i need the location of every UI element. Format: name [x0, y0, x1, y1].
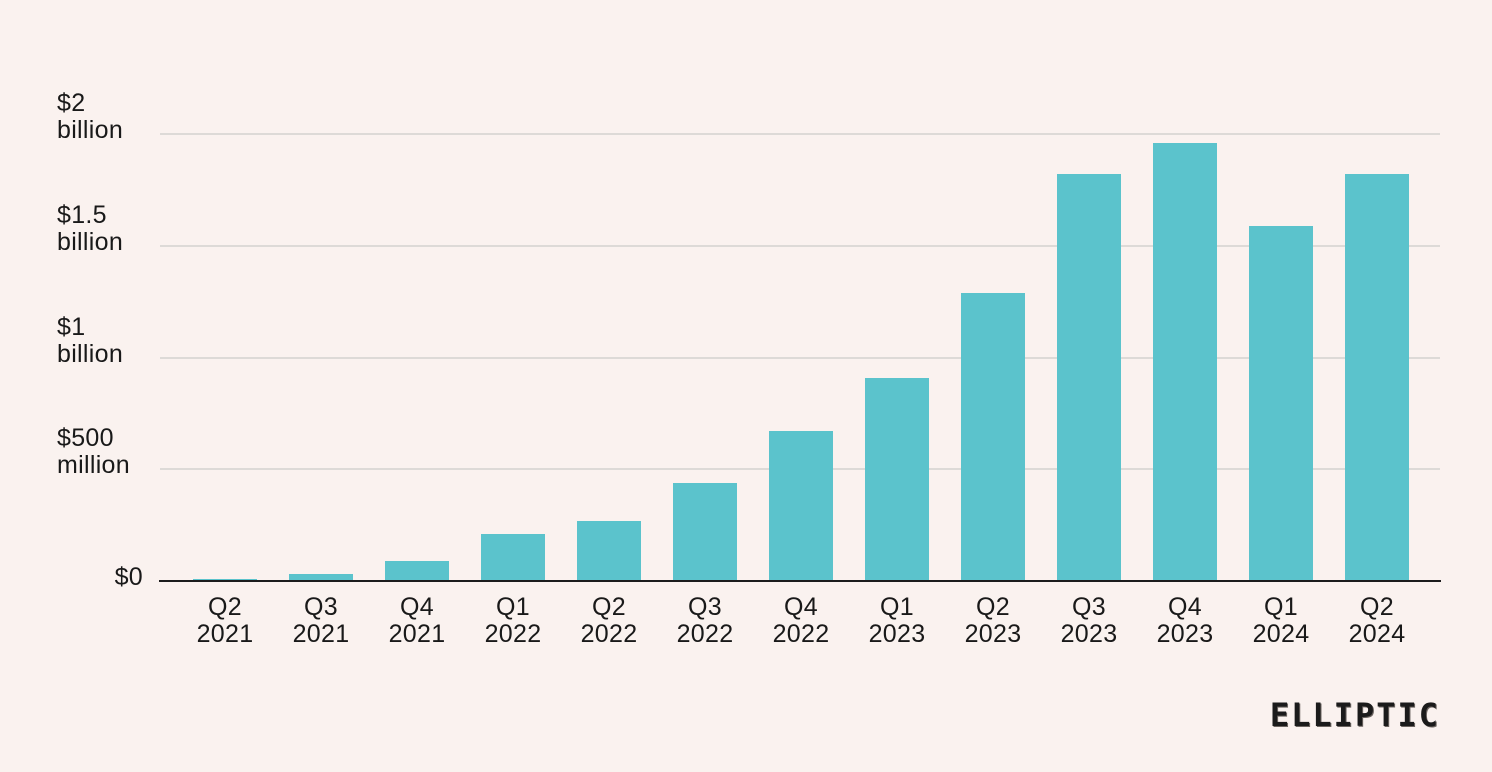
bar-q3-2023 [1057, 174, 1121, 581]
x-tick-label: Q4 2023 [1156, 593, 1214, 648]
gridline-2b [160, 133, 1440, 135]
y-tick-label: $0 [114, 563, 143, 591]
bar-q2-2022 [577, 520, 641, 581]
y-tick-label: $1.5 billion [57, 200, 124, 256]
bar-q2-2024 [1345, 174, 1409, 581]
bar-q4-2022 [769, 431, 833, 581]
bar-q3-2021 [289, 574, 353, 581]
y-tick-label: $500 million [57, 424, 130, 480]
x-tick-label: Q2 2021 [196, 593, 254, 648]
y-tick-label: $2 billion [57, 89, 124, 144]
bar-q4-2023 [1153, 142, 1217, 581]
x-tick-label: Q1 2022 [484, 593, 542, 648]
x-tick-label: Q3 2022 [676, 593, 734, 648]
x-tick-label: Q4 2022 [772, 593, 830, 648]
y-tick-label: $1 billion [57, 312, 124, 368]
x-tick-label: Q1 2024 [1252, 593, 1310, 648]
x-tick-label: Q2 2022 [580, 593, 638, 648]
x-axis-line [159, 580, 1441, 582]
x-tick-label: Q3 2021 [292, 593, 350, 648]
gridline-1b [160, 356, 1440, 359]
x-tick-label: Q3 2023 [1060, 593, 1118, 648]
x-tick-label: Q4 2021 [388, 593, 446, 648]
bar-q2-2023 [961, 292, 1025, 581]
gridline-1.5b [160, 244, 1440, 247]
bar-q1-2024 [1249, 225, 1313, 581]
bar-q1-2023 [865, 377, 929, 581]
bar-q3-2022 [673, 482, 737, 581]
x-tick-label: Q2 2024 [1348, 593, 1406, 648]
bar-q1-2022 [481, 534, 545, 581]
x-tick-label: Q2 2023 [964, 593, 1022, 648]
x-tick-label: Q1 2023 [868, 593, 926, 648]
elliptic-logo: ELLIPTIC [1269, 696, 1440, 734]
bar-q4-2021 [385, 560, 449, 581]
bar-q2-2021 [193, 578, 257, 581]
